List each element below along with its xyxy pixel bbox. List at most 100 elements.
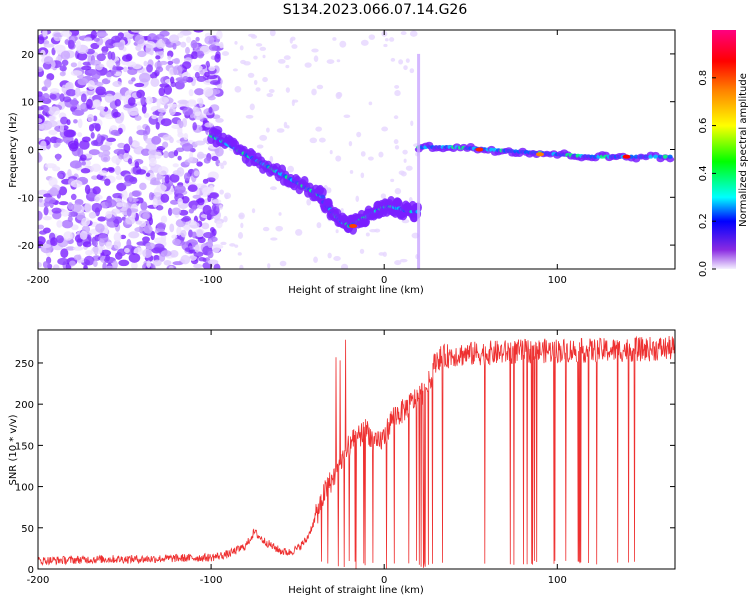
spectrogram-noise-blob [262, 226, 270, 232]
spectrogram-noise-blob [112, 92, 123, 102]
spectrogram-noise-blob [70, 62, 78, 68]
spectrogram-noise-blob [66, 119, 71, 126]
spectrogram-noise-blob [149, 180, 162, 186]
spectrogram-noise-blob [118, 259, 130, 267]
colorbar-tick-label: 0.2 [698, 213, 709, 229]
colorbar: 0.0 0.2 0.4 0.6 0.8 Normalized spectral ampl… [698, 30, 749, 277]
spectrogram-noise-blob [183, 172, 191, 181]
spectrogram-noise-blob [207, 250, 214, 259]
spectrogram-noise-blob [102, 150, 111, 157]
snr-x-tick-label: -100 [200, 575, 223, 586]
spectrogram-noise-blob [390, 57, 396, 62]
spectrogram-noise-blob [90, 30, 98, 40]
spectrogram-noise-blob [270, 237, 278, 241]
spectrogram-peak-mark [622, 154, 631, 159]
spectrogram-noise-blob [111, 260, 118, 269]
spectrogram-noise-blob [160, 193, 170, 203]
spectrogram-noise-blob [219, 43, 224, 49]
spectrogram-noise-blob [188, 89, 194, 97]
spectrogram-noise-blob [359, 248, 365, 254]
spectrogram-noise-blob [82, 61, 92, 66]
snr-x-label: Height of straight line (km) [288, 585, 424, 596]
spectrogram-noise-blob [129, 111, 139, 116]
spectrogram-noise-blob [81, 65, 92, 71]
spectrogram-ridge-core [320, 194, 326, 199]
snr-x-tick-label: 100 [548, 575, 567, 586]
colorbar-tick-label: 0.6 [698, 118, 709, 134]
spectrogram-noise-blob [197, 237, 206, 244]
spectrogram-noise-blob [316, 84, 324, 90]
spectrogram-noise-blob [158, 112, 164, 119]
spectrogram-noise-blob [169, 106, 177, 116]
spectrogram-noise-blob [116, 182, 127, 192]
spectrogram-noise-blob [134, 82, 145, 88]
spectrogram-y-tick-label: -10 [18, 193, 34, 204]
spectrogram-noise-blob [156, 222, 167, 230]
spectrogram-noise-blob [42, 261, 49, 269]
spectrogram-y-label: Frequency (Hz) [8, 112, 19, 188]
spectrogram-x-ticks: -200 -100 0 100 [27, 30, 567, 286]
spectrogram-noise-blob [367, 156, 374, 161]
spectrogram-noise-blob [278, 212, 282, 216]
spectrogram-noise-blob [71, 224, 79, 231]
spectrogram-noise-blob [218, 162, 224, 166]
spectrogram-noise-blob [155, 205, 164, 211]
spectrogram-noise-blob [67, 216, 73, 223]
spectrogram-noise-blob [318, 137, 326, 143]
spectrogram-noise-blob [250, 34, 258, 39]
spectrogram-noise-blob [178, 120, 184, 129]
spectrogram-noise-blob [360, 151, 366, 157]
spectrogram-noise-blob [207, 95, 216, 101]
spectrogram-noise-blob [57, 257, 69, 266]
spectrogram-noise-blob [127, 158, 133, 165]
spectrogram-noise-blob [173, 57, 181, 65]
spectrogram-noise-blob [194, 140, 206, 146]
spectrogram-noise-blob [41, 86, 48, 92]
spectrogram-noise-blob [155, 66, 164, 73]
spectrogram-noise-blob [105, 265, 114, 269]
spectrogram-noise-blob [91, 202, 103, 213]
spectrogram-noise-blob [77, 77, 89, 86]
spectrogram-noise-blob [79, 230, 88, 240]
spectrogram-noise-blob [208, 65, 216, 72]
spectrogram-noise-blob [196, 50, 205, 59]
spectrogram-noise-blob [203, 231, 214, 239]
spectrogram-noise-blob [142, 212, 150, 220]
spectrogram-noise-blob [163, 260, 172, 266]
spectrogram-noise-blob [84, 184, 91, 195]
spectrogram-noise-blob [142, 248, 153, 258]
spectrogram-noise-blob [193, 30, 204, 33]
spectrogram-noise-blob [193, 170, 200, 177]
spectrogram-noise-blob [229, 243, 236, 247]
spectrogram-noise-blob [42, 92, 50, 101]
spectrogram-noise-blob [215, 220, 223, 229]
spectrogram-noise-blob [87, 113, 94, 122]
spectrogram-noise-blob [114, 165, 121, 176]
spectrogram-noise-blob [155, 33, 165, 40]
spectrogram-noise-blob [86, 98, 93, 109]
spectrogram-noise-blob [90, 246, 103, 255]
spectrogram-noise-blob [67, 169, 72, 177]
spectrogram-noise-blob [73, 254, 82, 261]
spectrogram-noise-blob [70, 193, 77, 201]
spectrogram-noise-blob [38, 36, 45, 45]
spectrogram-noise-blob [295, 229, 303, 236]
spectrogram-noise-blob [38, 118, 43, 124]
spectrogram-noise-blob [136, 89, 145, 99]
spectrogram-noise-blob [146, 260, 151, 268]
spectrogram-noise-blob [105, 39, 117, 49]
spectrogram-noise-blob [409, 68, 415, 74]
spectrogram-noise-blob [394, 89, 401, 97]
spectrogram-noise-blob [72, 246, 84, 251]
spectrogram-noise-blob [99, 144, 111, 152]
spectrogram-noise-blob [262, 54, 266, 59]
spectrogram-noise-blob [67, 140, 80, 150]
spectrogram-noise-blob [268, 89, 275, 94]
spectrogram-noise-blob [137, 50, 147, 58]
spectrogram-noise-blob [141, 104, 147, 114]
spectrogram-noise-blob [70, 70, 83, 77]
spectrogram-noise-blob [136, 125, 142, 131]
spectrogram-ridge-core [662, 154, 668, 159]
spectrogram-noise-blob [83, 37, 93, 42]
spectrogram-noise-blob [153, 187, 162, 197]
